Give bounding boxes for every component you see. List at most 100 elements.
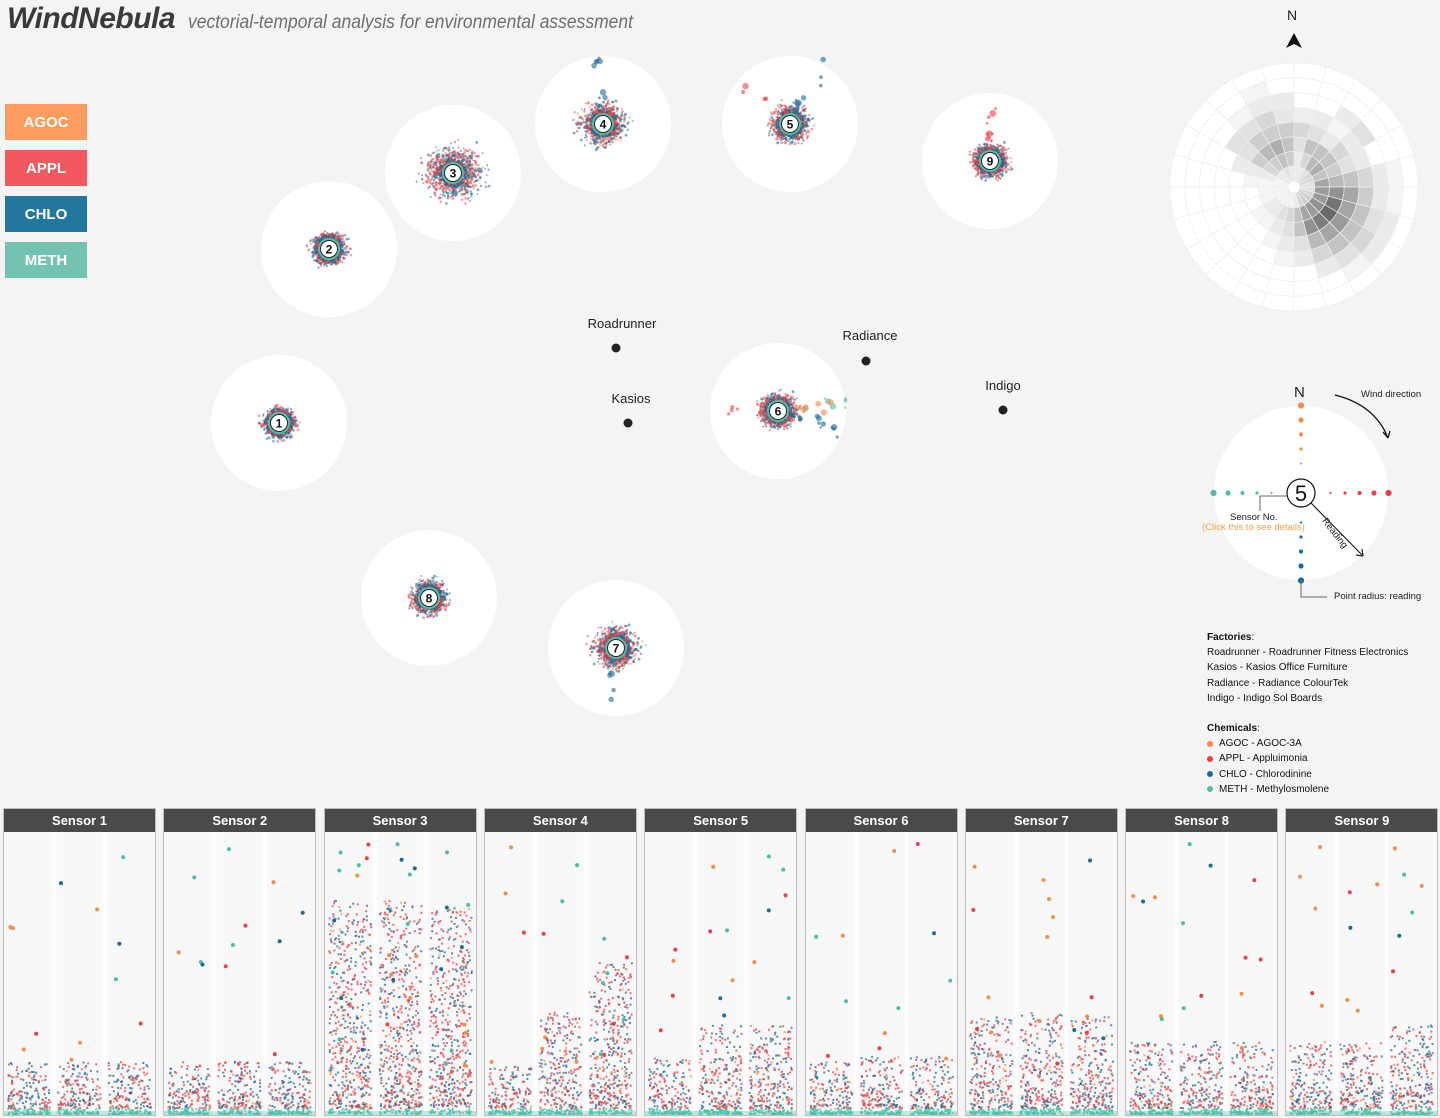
reading-point	[790, 407, 793, 411]
reading-point	[618, 662, 621, 665]
reading-point	[460, 188, 464, 191]
sensor-button[interactable]	[320, 240, 338, 258]
reading-point	[480, 170, 483, 173]
reading-point	[779, 113, 783, 116]
reading-point	[780, 108, 783, 111]
reading-point	[440, 579, 444, 583]
reading-point	[601, 630, 604, 633]
reading-point	[297, 421, 301, 424]
sensor-button[interactable]	[444, 164, 462, 182]
reading-point	[1004, 170, 1008, 174]
reading-point	[465, 160, 468, 163]
reading-point	[450, 158, 453, 161]
reading-point	[626, 128, 630, 132]
reading-point	[785, 138, 788, 141]
reading-point	[468, 182, 471, 185]
reading-point	[268, 431, 271, 434]
reading-point	[408, 607, 411, 610]
sensor-number[interactable]: 2	[326, 243, 333, 257]
reading-point	[596, 110, 600, 114]
reading-point	[800, 114, 803, 117]
reading-point	[773, 426, 777, 430]
sensor-number[interactable]: 4	[600, 118, 607, 132]
reading-point	[605, 138, 608, 141]
reading-point	[453, 140, 457, 144]
reading-point	[420, 574, 423, 577]
reading-point	[777, 141, 780, 144]
reading-point	[780, 388, 783, 391]
reading-point	[611, 667, 615, 671]
reading-point	[602, 105, 605, 108]
reading-point	[440, 182, 443, 185]
reading-point	[417, 172, 420, 175]
reading-point	[469, 190, 472, 193]
reading-point	[468, 168, 472, 172]
reading-point	[462, 147, 465, 150]
reading-point	[616, 138, 619, 141]
reading-point	[595, 644, 598, 646]
reading-point	[444, 160, 448, 163]
reading-point	[289, 408, 293, 411]
reading-point	[432, 158, 435, 161]
reading-point	[439, 603, 442, 606]
reading-point	[418, 578, 421, 581]
sensor-number[interactable]: 5	[787, 118, 794, 132]
reading-point	[767, 131, 771, 135]
reading-point	[610, 101, 614, 104]
reading-point	[600, 626, 603, 629]
reading-point	[476, 193, 479, 196]
sensor-number[interactable]: 3	[450, 167, 457, 181]
reading-point	[445, 588, 449, 591]
reading-point	[775, 132, 779, 136]
reading-point	[639, 645, 643, 649]
reading-point	[612, 130, 615, 133]
reading-point	[765, 402, 769, 405]
reading-point	[458, 189, 462, 193]
reading-point	[604, 135, 607, 138]
reading-point	[436, 609, 439, 613]
reading-point	[463, 172, 466, 175]
reading-point	[588, 653, 592, 657]
reading-point	[472, 159, 475, 162]
reading-point	[429, 166, 433, 170]
reading-point	[793, 399, 796, 401]
sensor-number[interactable]: 8	[426, 592, 433, 606]
sensor-number[interactable]: 1	[276, 417, 283, 431]
reading-point	[770, 124, 773, 127]
reading-point	[587, 132, 590, 135]
reading-point	[774, 107, 778, 111]
reading-point	[770, 398, 774, 401]
reading-point	[611, 620, 614, 623]
sensor-number[interactable]: 6	[775, 405, 782, 419]
reading-point	[634, 648, 637, 651]
reading-point	[266, 425, 269, 429]
sensor-button[interactable]	[270, 414, 288, 432]
reading-point	[432, 615, 436, 618]
reading-point	[457, 184, 460, 187]
reading-point	[436, 166, 440, 170]
reading-point	[620, 128, 623, 132]
reading-point	[796, 137, 800, 141]
reading-point	[802, 114, 805, 117]
sensor-number[interactable]: 7	[613, 642, 620, 656]
reading-point	[472, 187, 475, 190]
reading-point	[434, 194, 437, 197]
reading-point	[594, 106, 597, 110]
reading-point	[436, 586, 439, 589]
reading-point	[633, 655, 636, 658]
reading-point	[348, 247, 351, 251]
reading-point	[290, 433, 293, 436]
reading-point	[596, 634, 599, 637]
reading-point	[448, 601, 451, 605]
reading-point	[435, 614, 439, 617]
reading-point	[735, 407, 739, 411]
reading-point	[431, 170, 434, 173]
reading-point	[464, 202, 467, 205]
reading-point	[634, 634, 637, 637]
reading-point	[451, 187, 454, 190]
reading-point	[431, 162, 435, 166]
reading-point	[622, 667, 625, 670]
reading-point	[459, 149, 462, 152]
reading-point	[597, 103, 601, 107]
reading-point	[769, 423, 773, 427]
